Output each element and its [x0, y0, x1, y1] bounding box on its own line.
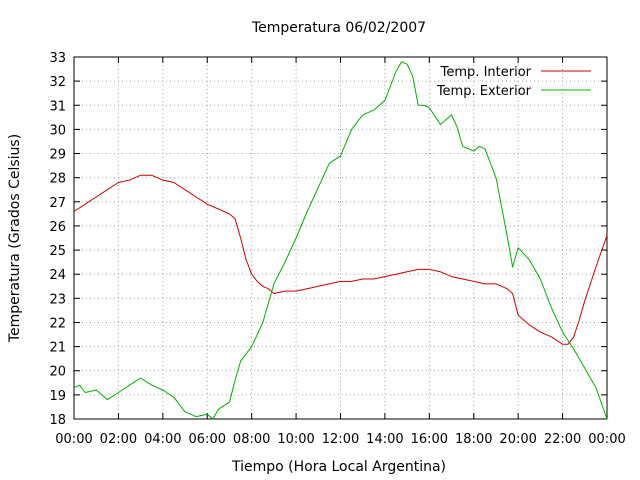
x-tick-label: 10:00 — [277, 432, 314, 447]
y-tick-label: 33 — [49, 51, 66, 66]
y-tick-label: 23 — [49, 292, 66, 307]
y-tick-label: 21 — [49, 341, 66, 356]
x-axis-title: Tiempo (Hora Local Argentina) — [231, 459, 446, 475]
chart-title: Temperatura 06/02/2007 — [251, 20, 426, 36]
axis-ticks: 00:00 02:00 04:00 06:00 08:00 10:00 12:00 14:00… — [49, 51, 625, 447]
y-axis-title: Temperatura (Grados Celsius) — [7, 134, 23, 343]
y-tick-label: 30 — [49, 123, 66, 138]
y-tick-label: 25 — [49, 244, 66, 259]
y-tick-label: 27 — [49, 196, 66, 211]
legend-label: Temp. Interior — [440, 65, 532, 80]
x-tick-label: 12:00 — [322, 432, 359, 447]
y-tick-label: 26 — [49, 220, 66, 235]
x-tick-label: 00:00 — [588, 432, 625, 447]
x-tick-label: 06:00 — [189, 432, 226, 447]
series-line-temp-exterior — [73, 61, 608, 420]
y-tick-label: 20 — [49, 365, 66, 380]
x-tick-label: 08:00 — [233, 432, 270, 447]
x-tick-label: 14:00 — [366, 432, 403, 447]
y-tick-label: 32 — [49, 75, 66, 90]
x-tick-label: 18:00 — [455, 432, 492, 447]
y-tick-label: 24 — [49, 268, 66, 283]
x-tick-label: 02:00 — [100, 432, 137, 447]
grid-lines — [74, 57, 607, 419]
series-lines — [73, 61, 608, 420]
x-tick-label: 00:00 — [55, 432, 92, 447]
legend: Temp. Interior Temp. Exterior — [436, 65, 591, 99]
y-tick-label: 19 — [49, 389, 66, 404]
x-tick-label: 16:00 — [411, 432, 448, 447]
series-line-temp-interior — [73, 174, 608, 345]
x-tick-label: 22:00 — [544, 432, 581, 447]
y-tick-label: 28 — [49, 172, 66, 187]
y-tick-label: 18 — [49, 413, 66, 428]
x-tick-label: 04:00 — [144, 432, 181, 447]
legend-label: Temp. Exterior — [436, 84, 532, 99]
y-tick-label: 29 — [49, 148, 66, 163]
x-tick-label: 20:00 — [499, 432, 536, 447]
y-tick-label: 31 — [49, 99, 66, 114]
y-tick-label: 22 — [49, 316, 66, 331]
